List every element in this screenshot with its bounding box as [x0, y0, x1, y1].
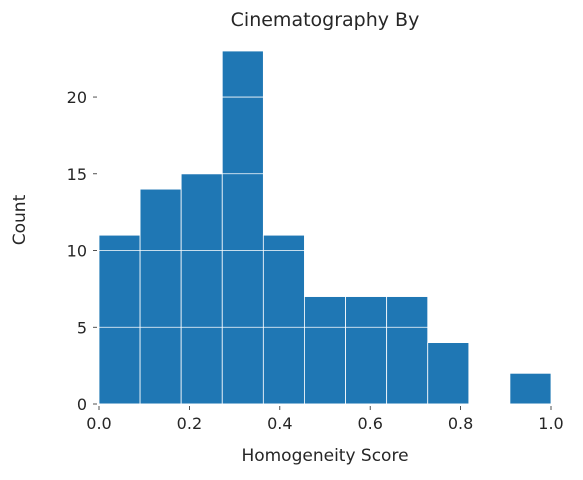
y-axis-label: Count — [10, 194, 30, 245]
y-tick-label: 0 — [77, 395, 87, 414]
ticks-layer: 0 5 10 15 20 0.0 0.2 0.4 0.6 0.8 1.0 — [67, 88, 564, 433]
histogram-bar-6 — [345, 296, 388, 405]
histogram-bar-0 — [98, 234, 141, 405]
x-tick-label: 0.8 — [448, 414, 473, 433]
x-tick-label: 1.0 — [538, 414, 563, 433]
x-tick-label: 0.0 — [86, 414, 111, 433]
x-axis-label: Homogeneity Score — [241, 446, 408, 466]
chart-title: Cinematography By — [231, 9, 420, 31]
histogram-bar-2 — [180, 173, 223, 405]
bars-layer — [98, 50, 552, 405]
y-tick-label: 10 — [67, 242, 87, 261]
y-tick-label: 5 — [77, 318, 87, 337]
histogram-bar-4 — [262, 234, 305, 405]
histogram-bar-3 — [221, 50, 264, 405]
histogram-bar-8 — [427, 342, 470, 405]
histogram-bar-1 — [139, 188, 182, 405]
y-tick-label: 15 — [67, 165, 87, 184]
x-tick-label: 0.4 — [267, 414, 292, 433]
histogram-bar-10 — [509, 372, 552, 405]
y-tick-label: 20 — [67, 88, 87, 107]
x-tick-label: 0.6 — [357, 414, 382, 433]
x-tick-label: 0.2 — [177, 414, 202, 433]
grid-layer — [99, 96, 551, 405]
histogram-bar-7 — [386, 296, 429, 405]
histogram-bar-5 — [304, 296, 346, 405]
